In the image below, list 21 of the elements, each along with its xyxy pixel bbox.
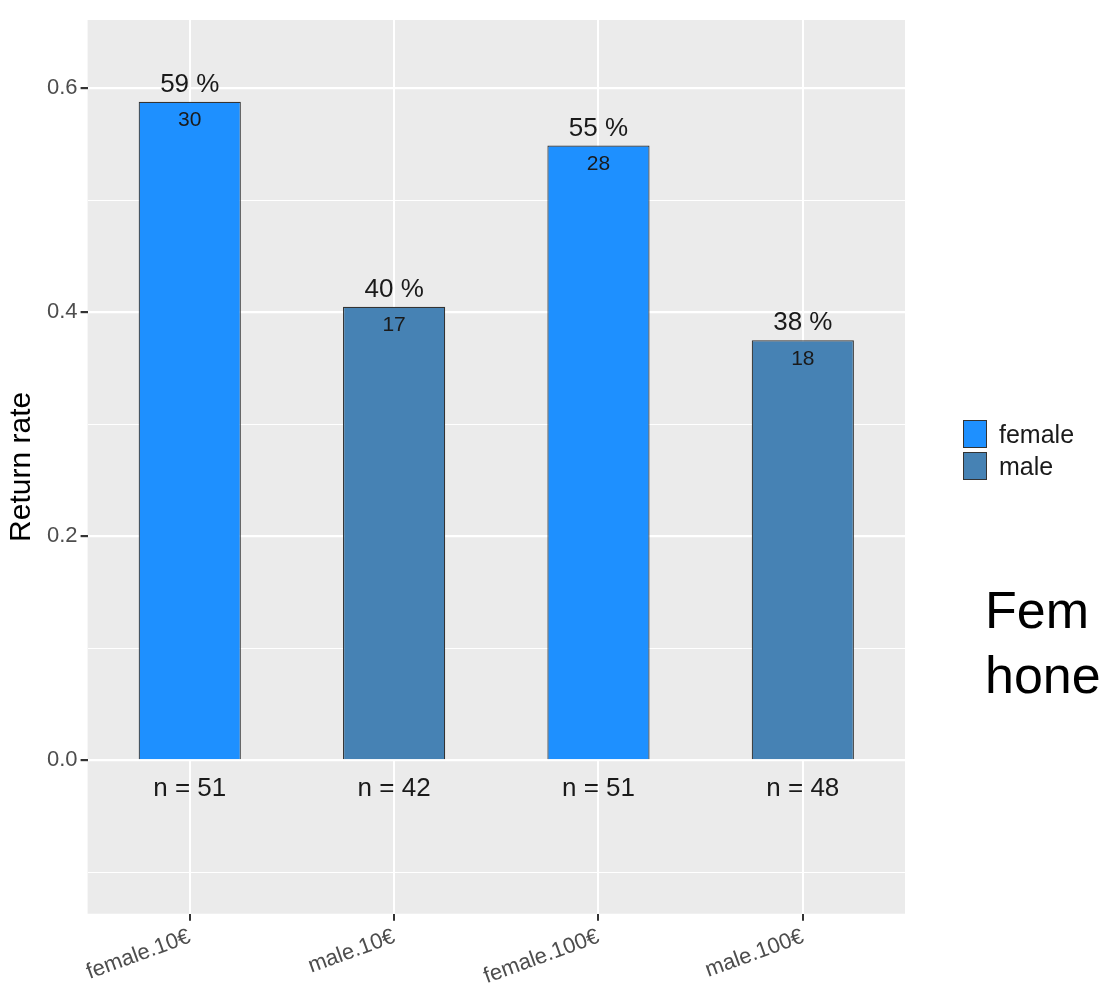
y-tick-label: 0.6 [46, 74, 78, 100]
y-tick-label: 0.4 [46, 298, 78, 324]
data-label: 38 % [773, 306, 833, 337]
data-label: 40 % [364, 272, 424, 303]
legend-label: male [999, 451, 1054, 480]
data-label: 59 % [160, 67, 220, 98]
legend-label: female [999, 419, 1075, 448]
y-axis-title: Return rate [3, 391, 37, 542]
annotation: 17 [382, 312, 406, 336]
annotation: n = 51 [153, 771, 227, 802]
annotation: 18 [791, 345, 815, 369]
text: Fem [985, 580, 1090, 641]
annotation: 30 [178, 107, 202, 131]
y-tick-label: 0.2 [46, 522, 78, 548]
annotation: n = 42 [357, 771, 431, 802]
data-label: 55 % [568, 111, 629, 142]
annotation: 28 [586, 150, 611, 174]
y-tick-label: 0.0 [46, 746, 78, 772]
annotation: n = 51 [561, 771, 635, 802]
text: hone [985, 645, 1101, 706]
annotation: n = 48 [766, 771, 840, 802]
